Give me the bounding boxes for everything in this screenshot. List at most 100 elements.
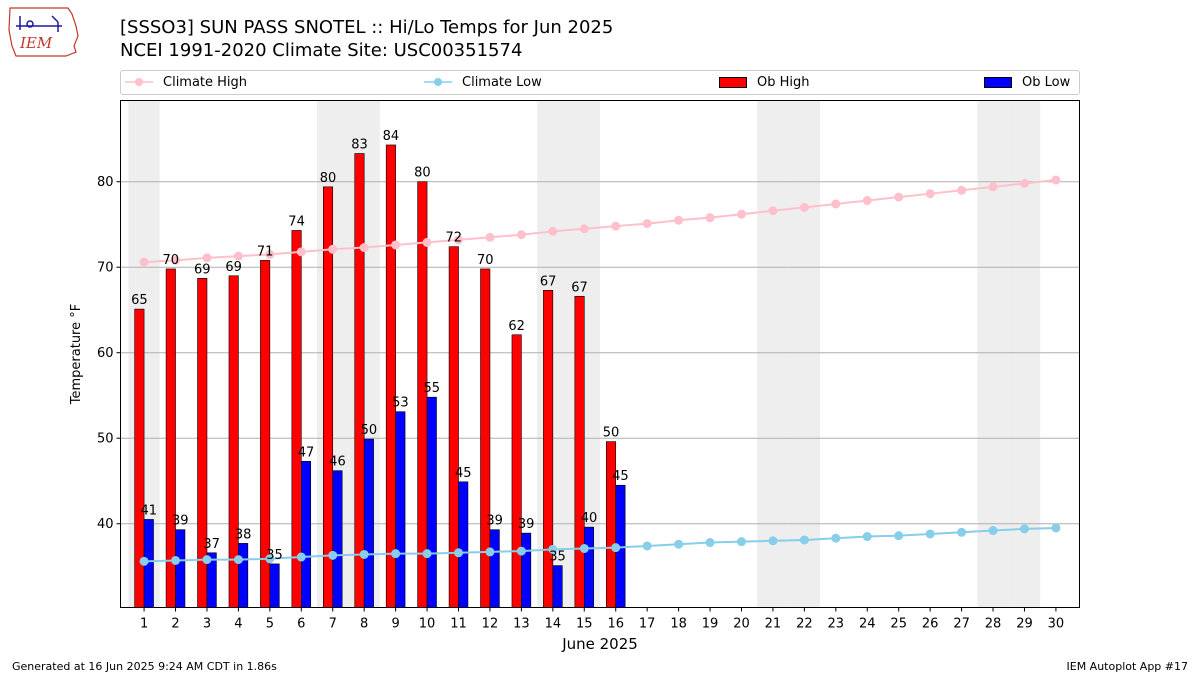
point-climate-low — [202, 555, 212, 565]
data-label-ob-low: 39 — [486, 514, 503, 529]
point-climate-low — [1051, 523, 1061, 533]
point-climate-high — [642, 219, 652, 229]
data-label-ob-low: 35 — [549, 550, 566, 565]
legend-line-climate-high-icon — [125, 78, 153, 86]
x-tick-label: 17 — [639, 617, 656, 632]
y-tick-label: 70 — [97, 261, 114, 276]
point-climate-high — [1019, 178, 1029, 188]
data-label-ob-low: 55 — [424, 381, 441, 396]
point-climate-high — [611, 221, 621, 231]
point-climate-high — [768, 206, 778, 216]
x-tick-label: 25 — [890, 617, 907, 632]
point-climate-high — [894, 192, 904, 202]
x-tick-label: 24 — [859, 617, 876, 632]
data-label-ob-high: 80 — [320, 171, 337, 186]
legend-line-climate-low-icon — [424, 78, 452, 86]
point-climate-high — [265, 249, 275, 259]
data-label-ob-low: 38 — [235, 527, 252, 542]
bar-ob-low — [521, 532, 532, 608]
weekend-shade — [757, 100, 789, 608]
chart-subtitle: NCEI 1991-2020 Climate Site: USC00351574 — [120, 40, 523, 61]
point-climate-high — [454, 235, 464, 245]
point-climate-high — [328, 244, 338, 254]
data-label-ob-low: 35 — [266, 548, 283, 563]
bar-ob-high — [480, 268, 491, 608]
legend-swatch-ob-low-icon — [984, 76, 1012, 88]
point-climate-low — [171, 555, 181, 565]
point-climate-low — [705, 538, 715, 548]
bar-ob-low — [552, 565, 563, 608]
x-tick-label: 1 — [140, 617, 148, 632]
point-climate-high — [988, 182, 998, 192]
bar-ob-high — [605, 441, 617, 608]
x-tick-label: 11 — [450, 617, 467, 632]
data-label-ob-low: 41 — [141, 503, 158, 518]
point-climate-high — [359, 243, 369, 253]
point-climate-low — [233, 555, 243, 565]
data-label-ob-low: 45 — [612, 469, 629, 484]
data-label-ob-high: 74 — [288, 214, 305, 229]
bar-ob-low — [426, 396, 437, 608]
point-climate-high — [296, 247, 306, 257]
legend-label: Ob Low — [1022, 74, 1071, 90]
x-tick-label: 20 — [733, 617, 750, 632]
x-tick-label: 23 — [828, 617, 845, 632]
point-climate-high — [485, 232, 495, 242]
point-climate-low — [485, 547, 495, 557]
x-tick-label: 3 — [203, 617, 211, 632]
x-tick-label: 21 — [765, 617, 782, 632]
bar-ob-low — [300, 460, 312, 608]
bar-ob-low — [175, 529, 186, 608]
legend-item-ob-low: Ob Low — [984, 74, 1070, 90]
point-climate-low — [611, 543, 621, 553]
point-climate-low — [1019, 524, 1029, 534]
data-label-ob-high: 69 — [194, 262, 211, 277]
data-label-ob-high: 72 — [446, 231, 463, 246]
data-label-ob-high: 65 — [131, 293, 148, 308]
legend-item-ob-high: Ob High — [719, 74, 810, 90]
data-label-ob-low: 46 — [329, 455, 346, 470]
x-tick-label: 28 — [985, 617, 1002, 632]
point-climate-low — [454, 548, 464, 558]
x-tick-label: 30 — [1048, 617, 1065, 632]
x-tick-label: 5 — [266, 617, 274, 632]
point-climate-low — [831, 533, 841, 543]
legend-label: Ob High — [757, 74, 810, 90]
chart-legend: Climate High Climate Low Ob High Ob Low — [120, 70, 1080, 95]
x-tick-label: 26 — [922, 617, 939, 632]
bar-ob-high — [511, 334, 522, 608]
bar-ob-low — [332, 470, 343, 608]
data-label-ob-low: 39 — [172, 514, 189, 529]
bar-ob-low — [269, 563, 280, 608]
bar-ob-high — [574, 295, 585, 608]
legend-item-climate-low: Climate Low — [424, 74, 542, 90]
point-climate-low — [768, 536, 778, 546]
x-tick-label: 9 — [391, 617, 399, 632]
x-tick-label: 6 — [297, 617, 305, 632]
point-climate-low — [736, 537, 746, 547]
x-tick-label: 4 — [234, 617, 242, 632]
point-climate-high — [202, 253, 212, 263]
y-tick-label: 40 — [97, 517, 114, 532]
point-climate-low — [894, 531, 904, 541]
point-climate-low — [674, 539, 684, 549]
point-climate-low — [548, 544, 558, 554]
point-climate-high — [422, 237, 432, 247]
point-climate-high — [233, 251, 243, 261]
point-climate-low — [296, 552, 306, 562]
point-climate-low — [579, 544, 589, 554]
weekend-shade — [788, 100, 821, 608]
point-climate-high — [516, 230, 526, 240]
data-label-ob-high: 80 — [414, 166, 431, 181]
y-tick-label: 60 — [97, 346, 114, 361]
x-tick-label: 12 — [482, 617, 499, 632]
bar-ob-high — [291, 230, 302, 608]
point-climate-low — [516, 546, 526, 556]
bar-ob-low — [458, 481, 469, 608]
y-axis-label: Temperature °F — [69, 304, 84, 405]
data-label-ob-low: 53 — [392, 396, 409, 411]
legend-label: Climate High — [163, 74, 248, 90]
bar-ob-low — [583, 526, 595, 608]
bar-ob-high — [385, 144, 396, 608]
